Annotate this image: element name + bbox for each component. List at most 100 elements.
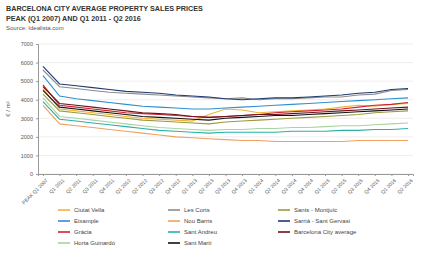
- y-tick-mark: [36, 44, 38, 45]
- x-tick-mark: [391, 174, 392, 176]
- legend-label: Sant Andreu: [184, 229, 217, 235]
- y-tick-mark: [36, 100, 38, 101]
- x-tick: Q4 2013: [230, 174, 248, 195]
- legend-item: Ciutat Vella: [58, 207, 105, 213]
- legend: Ciutat Vella Les Corts Sants - Montjuïc Eix…: [58, 207, 357, 246]
- x-tick: Q2 2011: [64, 174, 82, 195]
- x-tick-label: Q1 2012: [114, 177, 132, 195]
- y-tick: 2000: [21, 134, 38, 140]
- x-tick-mark: [209, 174, 210, 176]
- legend-label: Sants - Montjuïc: [294, 207, 337, 213]
- grid: [38, 44, 413, 174]
- y-tick-mark: [36, 155, 38, 156]
- y-tick-mark: [36, 118, 38, 119]
- x-tick-mark: [292, 174, 293, 176]
- series-line: [43, 102, 408, 134]
- legend-label: Barcelona City average: [294, 229, 357, 235]
- x-tick-label: Q3 2011: [81, 177, 99, 195]
- x-tick-label: Q4 2011: [98, 177, 116, 195]
- x-tick-label: Q2 2014: [263, 177, 281, 195]
- y-axis-line: [36, 45, 39, 175]
- y-tick-label: 4000: [21, 97, 33, 103]
- x-tick-label: PEAK Q1 2007: [21, 177, 49, 205]
- subtitle: PEAK (Q1 2007) AND Q1 2011 - Q2 2016: [6, 14, 141, 23]
- legend-swatch: [58, 231, 70, 233]
- x-tick-mark: [259, 174, 260, 176]
- grid-line: [38, 81, 413, 82]
- x-tick: Q2 2015: [330, 174, 348, 195]
- y-tick-mark: [36, 137, 38, 138]
- y-tick: 5000: [21, 78, 38, 84]
- x-tick-label: Q2 2015: [330, 177, 348, 195]
- y-tick-label: 6000: [21, 60, 33, 66]
- x-tick-mark: [76, 174, 77, 176]
- x-tick: Q4 2012: [164, 174, 182, 195]
- title: BARCELONA CITY AVERAGE PROPERTY SALES PR…: [6, 4, 203, 13]
- x-tick-label: Q3 2015: [346, 177, 364, 195]
- y-tick: 3000: [21, 116, 38, 122]
- x-tick: Q3 2015: [346, 174, 364, 195]
- x-axis-line: [39, 175, 414, 177]
- x-tick-mark: [93, 174, 94, 176]
- series-line: [43, 90, 408, 120]
- legend-swatch: [168, 231, 180, 233]
- y-axis-title: € / m²: [5, 101, 11, 116]
- x-tick-mark: [342, 174, 343, 176]
- legend-label: Gràcia: [74, 229, 92, 235]
- y-tick-label: 2000: [21, 134, 33, 140]
- x-tick-mark: [275, 174, 276, 176]
- series-line: [43, 70, 408, 100]
- x-tick-label: Q2 2013: [197, 177, 215, 195]
- y-tick-label: 0: [30, 171, 33, 177]
- x-tick: Q3 2013: [213, 174, 231, 195]
- x-tick: PEAK Q1 2007: [21, 174, 49, 205]
- grid-line: [38, 155, 413, 156]
- x-tick-label: Q3 2014: [280, 177, 298, 195]
- y-tick-mark: [36, 174, 38, 175]
- legend-item: Eixample: [58, 218, 99, 224]
- y-tick: 6000: [21, 60, 38, 66]
- x-tick: Q2 2013: [197, 174, 215, 195]
- x-tick-label: Q1 2015: [313, 177, 331, 195]
- x-tick-mark: [358, 174, 359, 176]
- x-tick: Q1 2014: [247, 174, 265, 195]
- y-tick-label: 3000: [21, 116, 33, 122]
- x-tick-mark: [143, 174, 144, 176]
- x-tick: Q1 2012: [114, 174, 132, 195]
- x-tick: Q1 2016: [379, 174, 397, 195]
- legend-item: Sant Martí: [168, 240, 212, 246]
- grid-line: [38, 44, 413, 45]
- legend-swatch: [58, 242, 70, 244]
- x-tick-mark: [325, 174, 326, 176]
- x-tick: Q2 2012: [131, 174, 149, 195]
- plot: 0 1000 2000 3000 4000 5000 6000 7000 PEAK Q1 200…: [5, 41, 414, 205]
- x-tick: Q3 2012: [147, 174, 165, 195]
- grid-line: [38, 136, 413, 137]
- x-tick-label: Q4 2015: [363, 177, 381, 195]
- x-tick: Q4 2011: [98, 174, 116, 195]
- x-tick-label: Q1 2011: [48, 177, 66, 195]
- x-tick-label: Q4 2014: [296, 177, 314, 195]
- x-tick-mark: [126, 174, 127, 176]
- legend-item: Gràcia: [58, 229, 92, 235]
- series-line: [43, 76, 408, 109]
- x-tick-mark: [226, 174, 227, 176]
- legend-label: Les Corts: [184, 207, 210, 213]
- x-tick-mark: [308, 174, 309, 176]
- x-tick-label: Q2 2012: [131, 177, 149, 195]
- x-tick-mark: [408, 174, 409, 176]
- legend-item: Sants - Montjuïc: [278, 207, 337, 213]
- y-tick-label: 7000: [21, 41, 33, 47]
- x-tick-label: Q1 2014: [247, 177, 265, 195]
- legend-item: Les Corts: [168, 207, 210, 213]
- y-tick-mark: [36, 81, 38, 82]
- x-tick: Q3 2011: [81, 174, 99, 195]
- x-tick-mark: [176, 174, 177, 176]
- legend-item: Barcelona City average: [278, 229, 357, 235]
- y-tick-label: 1000: [21, 153, 33, 159]
- legend-swatch: [168, 209, 180, 211]
- x-tick-mark: [60, 174, 61, 176]
- legend-label: Horta Guinardó: [74, 240, 116, 246]
- x-tick-mark: [43, 174, 44, 176]
- x-tick: Q3 2014: [280, 174, 298, 195]
